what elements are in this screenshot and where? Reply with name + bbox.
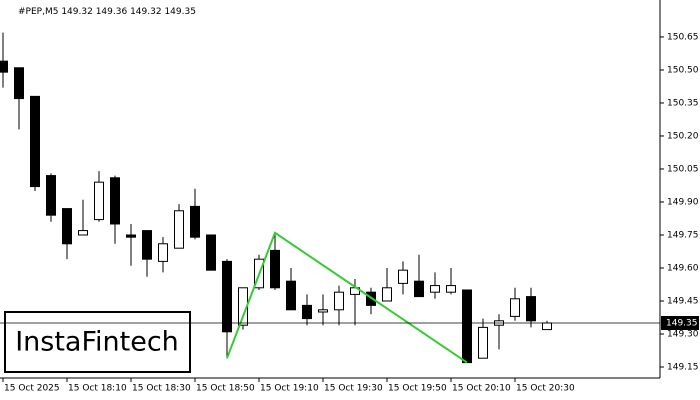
y-tick-label: 149.90 [667, 197, 699, 207]
chart-header: #PEP,M5 149.32 149.36 149.32 149.35 [18, 7, 196, 17]
candle-body [302, 304, 312, 320]
x-tick-label: 15 Oct 19:30 [324, 384, 383, 394]
candle-body [414, 280, 424, 298]
x-tick-label: 15 Oct 19:50 [388, 384, 447, 394]
candle-body [78, 230, 88, 236]
candle-body [478, 326, 488, 359]
candle-body [430, 285, 440, 293]
candle-body [526, 296, 536, 322]
candle-body [398, 269, 408, 284]
x-tick-label: 15 Oct 20:30 [516, 384, 575, 394]
candle-body [334, 291, 344, 311]
y-tick-label: 150.20 [667, 131, 699, 141]
price-label-box [661, 315, 699, 330]
y-tick-label: 150.50 [667, 65, 699, 75]
ohlc-high: 149.36 [96, 7, 128, 17]
candle-body [94, 181, 104, 221]
candle-body [142, 230, 152, 260]
price-label: 149.35 [666, 318, 698, 328]
candle-body [206, 234, 216, 271]
watermark: InstaFintech [15, 327, 179, 358]
x-tick-label: 15 Oct 20:10 [452, 384, 511, 394]
y-tick-label: 150.65 [667, 32, 699, 42]
candle-body [462, 289, 472, 364]
candle-body [0, 60, 8, 73]
y-tick-label: 149.30 [667, 329, 699, 339]
x-tick-label: 15 Oct 2025 [4, 384, 60, 394]
candle-body [190, 205, 200, 238]
candle-body [286, 280, 296, 311]
watermark-box [4, 311, 191, 373]
candle-body [222, 260, 232, 333]
pattern-line [226, 231, 468, 364]
candle-body [542, 322, 552, 331]
candle-body [126, 234, 136, 238]
candle-body [510, 298, 520, 317]
y-tick-label: 149.75 [667, 230, 699, 240]
candle-body [270, 249, 280, 289]
x-tick-label: 15 Oct 18:50 [196, 384, 255, 394]
ohlc-close: 149.35 [164, 7, 196, 17]
x-tick-label: 15 Oct 19:10 [260, 384, 319, 394]
plot [0, 0, 661, 379]
candle-body [30, 95, 40, 188]
y-tick-label: 149.45 [667, 296, 699, 306]
candle-body [446, 285, 456, 293]
y-tick-label: 150.05 [667, 164, 699, 174]
symbol: #PEP,M5 [18, 7, 58, 17]
candle-body [46, 175, 56, 216]
y-tick-label: 150.35 [667, 98, 699, 108]
y-tick-label: 149.60 [667, 263, 699, 273]
x-tick-label: 15 Oct 18:10 [68, 384, 127, 394]
candle-body [158, 243, 168, 262]
candle-body [110, 177, 120, 225]
candle-body [174, 210, 184, 249]
ohlc-low: 149.32 [130, 7, 162, 17]
ohlc-open: 149.32 [61, 7, 93, 17]
candle-body [14, 67, 24, 100]
x-tick-label: 15 Oct 18:30 [132, 384, 191, 394]
candle-body [62, 208, 72, 245]
y-tick-label: 149.15 [667, 362, 699, 372]
candle-body [318, 309, 328, 313]
candle-body [382, 287, 392, 302]
